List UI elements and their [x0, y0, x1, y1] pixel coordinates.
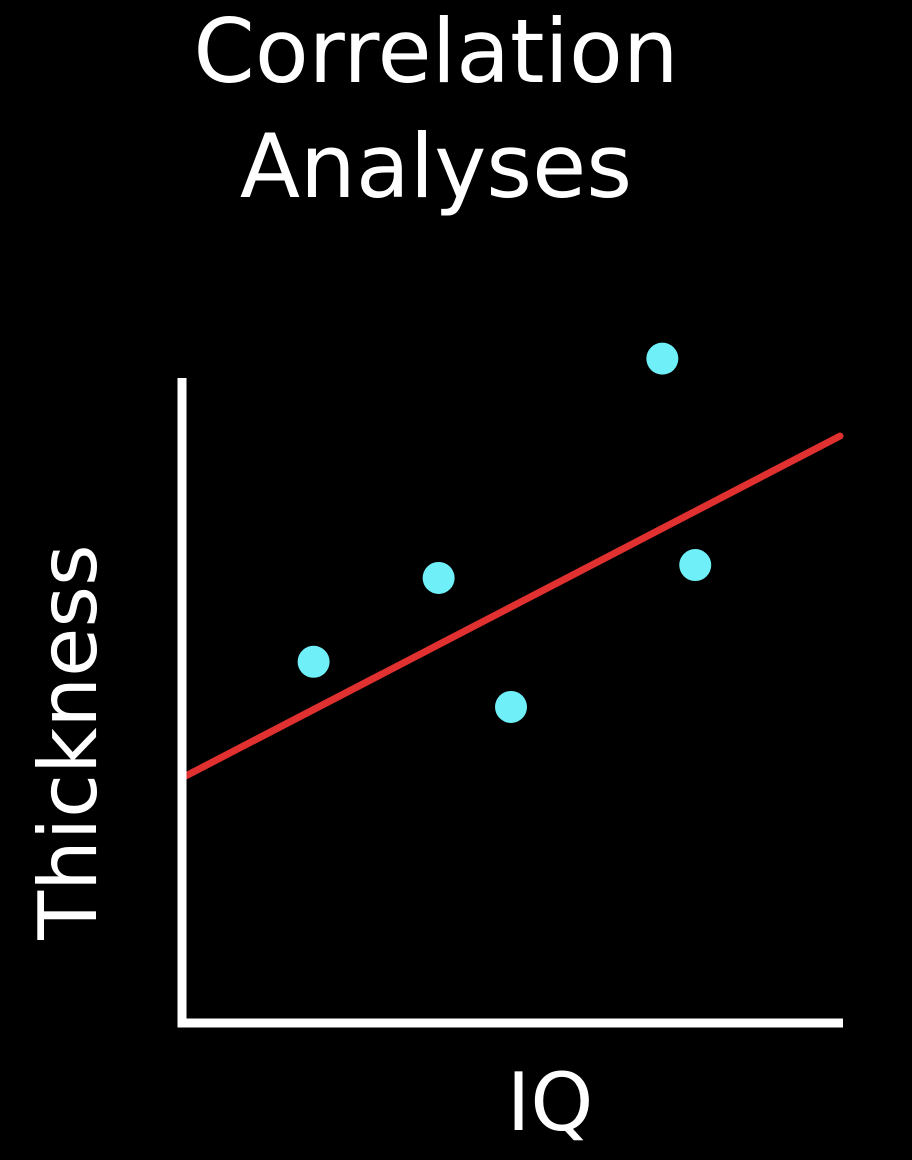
chart-title-line-1: Correlation	[193, 0, 678, 103]
chart-title-line-2: Analyses	[240, 115, 632, 218]
data-point-3	[495, 690, 527, 723]
data-point-2	[422, 561, 455, 594]
data-point-1	[297, 645, 330, 678]
data-point-5	[679, 549, 712, 582]
trend-line	[178, 432, 844, 782]
plot-area	[177, 342, 844, 1028]
data-point-4	[646, 342, 679, 375]
x-axis-label: IQ	[507, 1056, 594, 1149]
y-axis-label: Thickness	[22, 544, 115, 940]
